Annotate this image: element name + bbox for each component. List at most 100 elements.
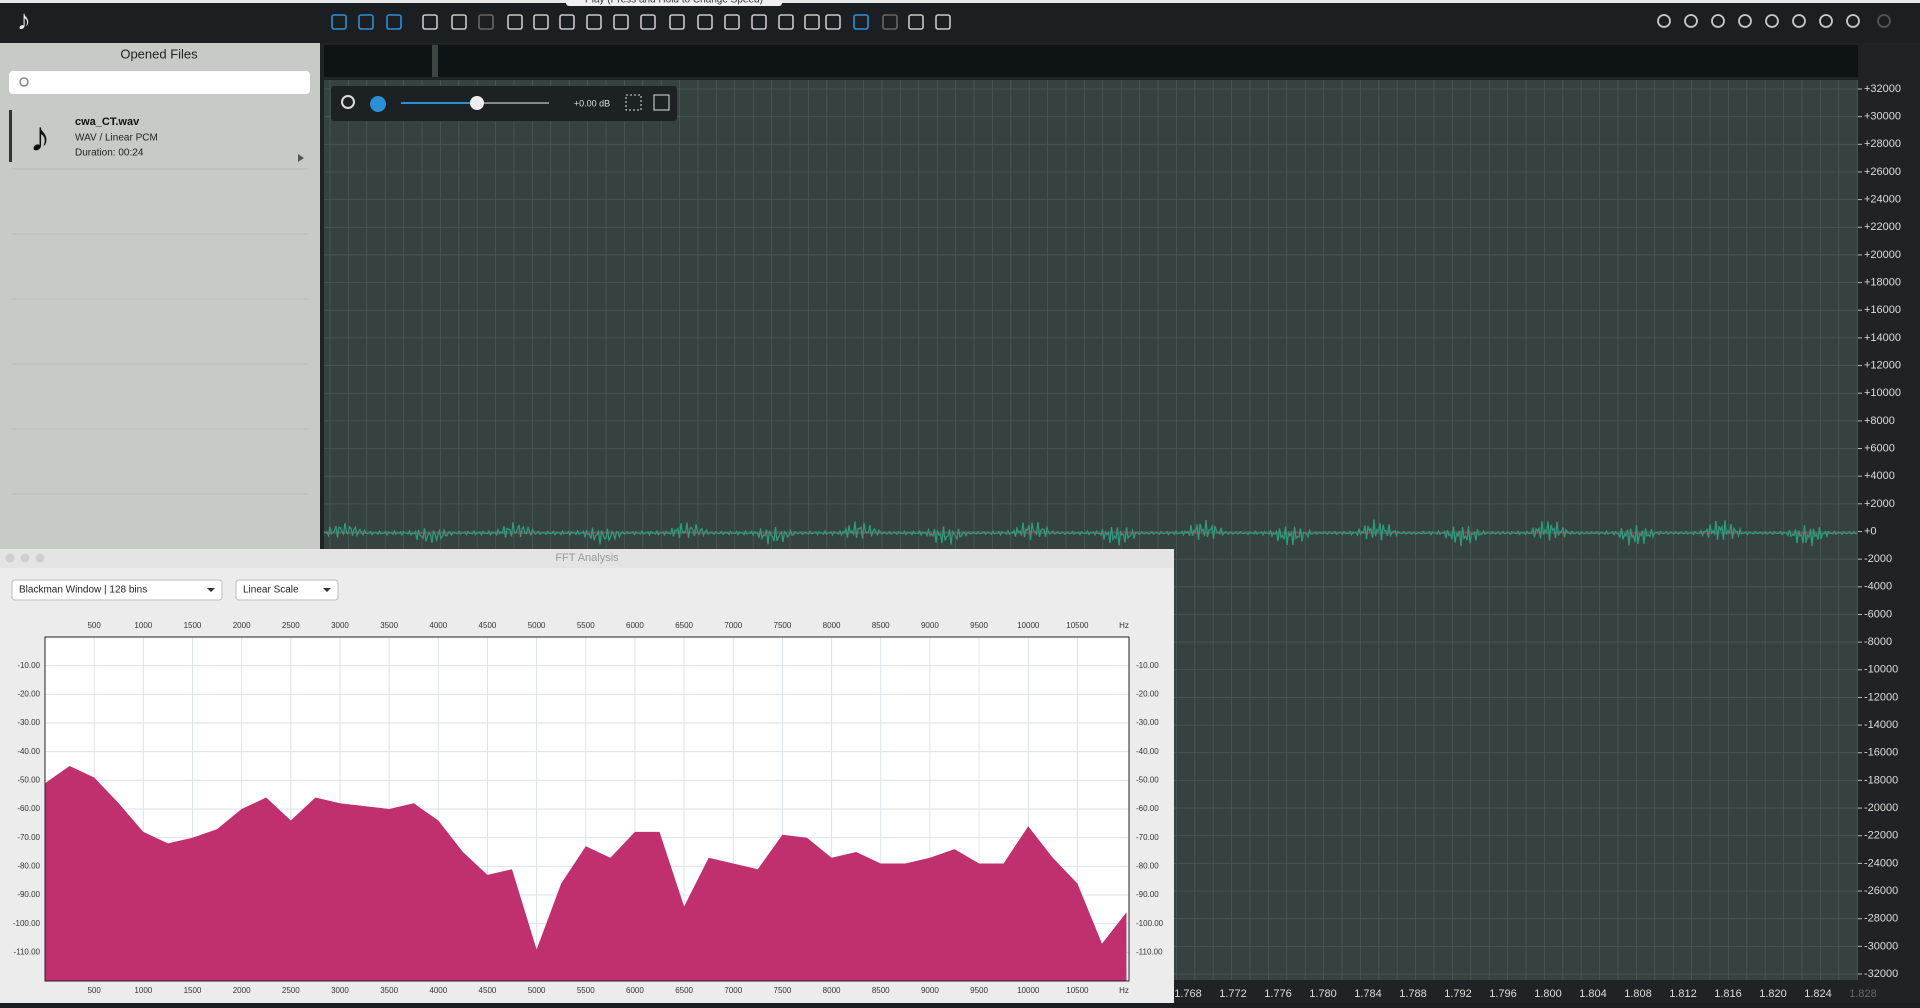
y-tick-label: -20.00	[1136, 689, 1159, 698]
y-tick-label: -80.00	[1136, 861, 1159, 870]
search-box[interactable]	[9, 71, 310, 94]
zoom-button[interactable]	[35, 553, 45, 563]
tool-button[interactable]	[559, 14, 575, 30]
tool-button[interactable]	[908, 14, 924, 30]
time-label: 1.784	[1354, 988, 1382, 1000]
time-label: 1.800	[1534, 988, 1562, 1000]
amplitude-label: +12000	[1864, 359, 1901, 371]
x-tick-label: 500	[87, 621, 101, 630]
window-select[interactable]	[11, 579, 223, 601]
dropdown-arrow	[323, 588, 331, 592]
tool-button[interactable]	[507, 14, 523, 30]
tool-button[interactable]	[882, 14, 898, 30]
zoom-icon[interactable]	[341, 95, 355, 109]
waveform	[323, 519, 1858, 547]
y-tick-label: -100.00	[1136, 919, 1164, 928]
tool-button[interactable]	[331, 14, 347, 30]
amplitude-label: -32000	[1864, 968, 1898, 980]
zoom-tool[interactable]	[1684, 14, 1698, 28]
file-item[interactable]	[12, 110, 308, 166]
time-label: 1.828	[1849, 988, 1877, 1000]
tool-button[interactable]	[422, 14, 438, 30]
zoom-tool[interactable]	[1846, 14, 1860, 28]
x-tick-label: 4500	[479, 621, 497, 630]
zoom-tool[interactable]	[1819, 14, 1833, 28]
tool-button[interactable]	[778, 14, 794, 30]
zoom-tool[interactable]	[1657, 14, 1671, 28]
x-tick-label: 7000	[724, 986, 742, 995]
amplitude-label: -18000	[1864, 774, 1898, 786]
menu-edge	[0, 0, 1920, 3]
list-separators	[12, 168, 308, 495]
tool-button[interactable]	[586, 14, 602, 30]
x-tick-label: 6500	[675, 986, 693, 995]
follow-button[interactable]	[370, 96, 386, 112]
tool-button[interactable]	[640, 14, 656, 30]
zoom-tool[interactable]	[1765, 14, 1779, 28]
amplitude-label: +8000	[1864, 415, 1895, 427]
minimize-button[interactable]	[20, 553, 30, 563]
overview-strip	[324, 45, 1858, 77]
x-tick-label: 2500	[282, 621, 300, 630]
y-tick-label: -40.00	[17, 747, 40, 756]
time-label: 1.792	[1444, 988, 1472, 1000]
amplitude-label: +26000	[1864, 166, 1901, 178]
y-tick-label: -60.00	[1136, 804, 1159, 813]
tool-button[interactable]	[751, 14, 767, 30]
tool-button[interactable]	[533, 14, 549, 30]
tool-button[interactable]	[853, 14, 869, 30]
file-format: WAV / Linear PCM	[75, 133, 158, 144]
tool-button[interactable]	[386, 14, 402, 30]
zoom-tool[interactable]	[1711, 14, 1725, 28]
disclosure-arrow[interactable]	[298, 154, 304, 162]
amplitude-label: +28000	[1864, 138, 1901, 150]
tool-button[interactable]	[358, 14, 374, 30]
x-tick-label: 2000	[233, 986, 251, 995]
scale-select[interactable]	[235, 579, 339, 601]
x-tick-label: 5500	[577, 621, 595, 630]
tool-button[interactable]	[724, 14, 740, 30]
y-tick-label: -20.00	[17, 689, 40, 698]
app-icon[interactable]: ♪	[17, 4, 31, 35]
x-tick-label: 3000	[331, 621, 349, 630]
x-tick-label: 5000	[528, 986, 546, 995]
tool-button[interactable]	[478, 14, 494, 30]
zoom-tool[interactable]	[1738, 14, 1752, 28]
tool-button[interactable]	[697, 14, 713, 30]
time-label: 1.816	[1714, 988, 1742, 1000]
file-duration: Duration: 00:24	[75, 148, 144, 159]
tooltip	[566, 0, 782, 6]
x-tick-label: 5500	[577, 986, 595, 995]
snapshot-tool[interactable]	[653, 94, 670, 111]
amplitude-label: -12000	[1864, 691, 1898, 703]
select-tool[interactable]	[625, 94, 642, 111]
zoom-tool[interactable]	[1792, 14, 1806, 28]
tool-button[interactable]	[935, 14, 951, 30]
x-tick-label: 8000	[823, 986, 841, 995]
close-button[interactable]	[5, 553, 15, 563]
amplitude-label: -2000	[1864, 553, 1892, 565]
gain-slider-knob[interactable]	[470, 96, 484, 110]
tool-button[interactable]	[451, 14, 467, 30]
tool-button[interactable]	[804, 14, 820, 30]
gain-value: +0.00 dB	[574, 98, 610, 108]
y-tick-label: -90.00	[1136, 890, 1159, 899]
y-tick-label: -70.00	[1136, 833, 1159, 842]
tool-button[interactable]	[825, 14, 841, 30]
x-tick-label: 9500	[970, 986, 988, 995]
x-tick-label: 2000	[233, 621, 251, 630]
amplitude-label: +2000	[1864, 498, 1895, 510]
amplitude-label: +24000	[1864, 194, 1901, 206]
x-tick-label: 3500	[380, 986, 398, 995]
time-label: 1.780	[1309, 988, 1337, 1000]
amplitude-label: +6000	[1864, 442, 1895, 454]
tool-button[interactable]	[613, 14, 629, 30]
y-tick-label: -10.00	[17, 661, 40, 670]
zoom-tool[interactable]	[1877, 14, 1891, 28]
y-tick-label: -60.00	[17, 804, 40, 813]
amplitude-label: -4000	[1864, 581, 1892, 593]
x-tick-label: 10500	[1066, 986, 1089, 995]
y-tick-label: -90.00	[17, 890, 40, 899]
tool-button[interactable]	[669, 14, 685, 30]
tooltip-text: Play (Press and Hold to Change Speed)	[585, 0, 763, 6]
